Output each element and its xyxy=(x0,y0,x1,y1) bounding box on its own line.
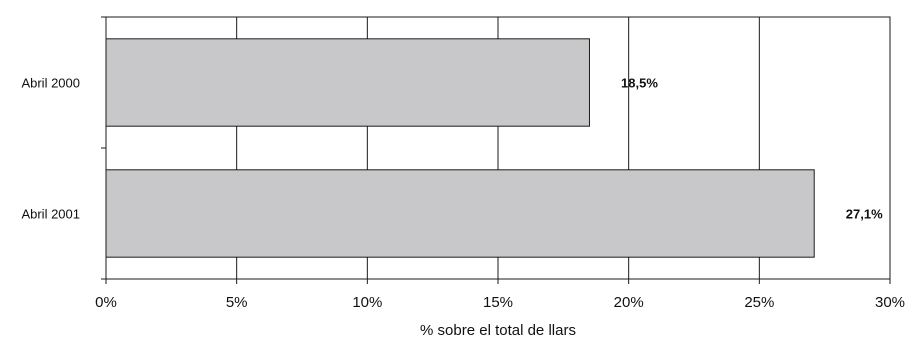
bar xyxy=(105,169,815,258)
x-tick-label: 20% xyxy=(614,294,644,311)
x-tick-label: 10% xyxy=(352,294,382,311)
y-axis: Abril 2000 Abril 2001 xyxy=(21,16,106,280)
x-axis: 0% 5% 10% 15% 20% 25% 30% xyxy=(95,279,905,311)
x-tick-label: 5% xyxy=(226,294,248,311)
bar-value-label: 18,5% xyxy=(621,76,658,91)
y-category-label: Abril 2001 xyxy=(21,207,80,222)
x-tick-label: 0% xyxy=(95,294,117,311)
x-tick-label: 15% xyxy=(483,294,513,311)
bars: 18,5% 27,1% xyxy=(105,38,883,258)
x-tick-label: 25% xyxy=(744,294,774,311)
bar-value-label: 27,1% xyxy=(846,207,883,222)
x-tick-label: 30% xyxy=(875,294,905,311)
bar xyxy=(105,38,590,127)
x-axis-title: % sobre el total de llars xyxy=(420,322,576,338)
y-category-label: Abril 2000 xyxy=(21,76,80,91)
